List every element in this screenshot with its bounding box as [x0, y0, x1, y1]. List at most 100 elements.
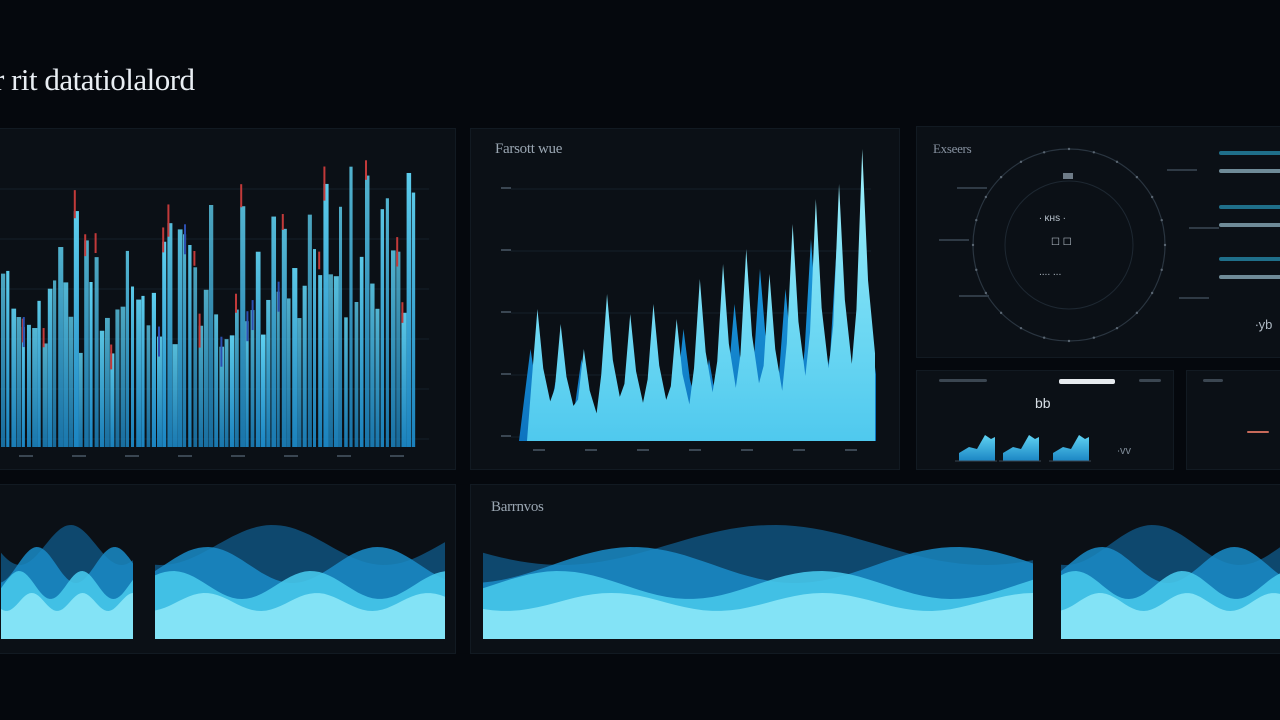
bar [188, 244, 192, 447]
bar [307, 214, 312, 447]
radial-label-line [939, 239, 969, 241]
bar [276, 291, 280, 447]
bar [287, 298, 291, 447]
bar [27, 324, 31, 447]
bar [89, 282, 93, 447]
bar [68, 316, 74, 447]
bar-accent [235, 293, 237, 313]
bar [214, 314, 219, 447]
ring-dot [1135, 311, 1139, 315]
bar [281, 228, 287, 447]
mini-sparklines [955, 435, 1091, 462]
bar-accent [220, 336, 223, 367]
bar [131, 286, 135, 447]
area-chart [501, 149, 876, 451]
bar [224, 339, 229, 447]
bar [354, 301, 359, 447]
radial-side-bar-3 [1219, 205, 1280, 209]
tick-mark [845, 449, 857, 451]
wave-panel-title: Barrnvos [491, 499, 544, 515]
bar [245, 321, 249, 447]
tick-mark [637, 449, 649, 451]
bar [162, 241, 167, 447]
bar [292, 268, 298, 447]
bar [411, 192, 416, 447]
radial-side-text: ∙yb [1255, 317, 1273, 332]
axis-tick [501, 373, 511, 375]
bar [271, 216, 277, 447]
bar [136, 299, 142, 447]
wave-charts-right [483, 525, 1280, 639]
bar-accent [251, 300, 254, 331]
bar [172, 344, 178, 447]
ring-dot [1019, 326, 1023, 330]
bar [333, 276, 339, 447]
bar [229, 335, 235, 447]
bar [339, 206, 343, 447]
wave-block [155, 525, 445, 639]
wave-panel-left [0, 484, 456, 654]
bar-chart [0, 160, 429, 457]
wave-block [1061, 525, 1280, 639]
bar [255, 251, 261, 447]
bar [380, 209, 385, 447]
tick-mark [585, 449, 597, 451]
bar [209, 204, 214, 447]
axis-tick [501, 435, 511, 437]
ring-dot [999, 311, 1003, 315]
bar-accent [162, 227, 165, 253]
tick-mark [741, 449, 753, 451]
tick-mark [793, 449, 805, 451]
bar [21, 327, 25, 447]
tick-mark [231, 455, 245, 457]
bar-accent [184, 224, 186, 255]
bar-accent [365, 160, 367, 180]
bar [141, 295, 145, 447]
wave-block [1, 525, 133, 639]
bar-accent [158, 326, 160, 357]
bar [110, 353, 115, 447]
area-chart-panel: Farsott wue [470, 128, 900, 470]
bar [396, 251, 401, 447]
bar [266, 299, 271, 447]
mini-area [1053, 435, 1089, 461]
ring-dot [1115, 326, 1119, 330]
bar-accent [401, 302, 404, 323]
bar [375, 308, 380, 447]
tick-mark [284, 455, 298, 457]
mini-side-text: ∙vv [1117, 445, 1132, 457]
bar [146, 325, 151, 447]
mini-area [959, 435, 995, 461]
ring-dot [971, 243, 975, 247]
wave-charts-left [1, 525, 445, 639]
tick-mark [337, 455, 351, 457]
bar [53, 280, 57, 447]
ring-dot [1163, 243, 1167, 247]
bar [406, 172, 412, 447]
radial-label-line [1167, 169, 1197, 171]
bar-accent [318, 251, 321, 270]
stub-top-bar [1203, 379, 1223, 382]
bar [99, 330, 105, 447]
bar-accent [22, 317, 25, 348]
area-series [527, 149, 875, 441]
bar-accent [323, 166, 326, 201]
bar [183, 234, 187, 447]
radial-label-line [1189, 227, 1219, 229]
bar [370, 283, 375, 447]
ring-dot [1042, 151, 1046, 154]
bar [349, 166, 353, 447]
bar [151, 292, 156, 447]
radial-label-line [1179, 297, 1209, 299]
bar [250, 310, 255, 447]
wave-layer-top [483, 593, 1033, 639]
radial-side-bar-1 [1219, 151, 1280, 155]
bar [365, 175, 370, 447]
radial-gauge [939, 147, 1219, 343]
radial-side-bar-5 [1219, 257, 1280, 261]
bar-accent [281, 214, 284, 230]
bar [313, 249, 317, 447]
inner-ring [1004, 180, 1134, 310]
bar [240, 206, 246, 447]
radial-center-line-1: ∙ ᴋʜѕ ∙ [1039, 213, 1066, 224]
